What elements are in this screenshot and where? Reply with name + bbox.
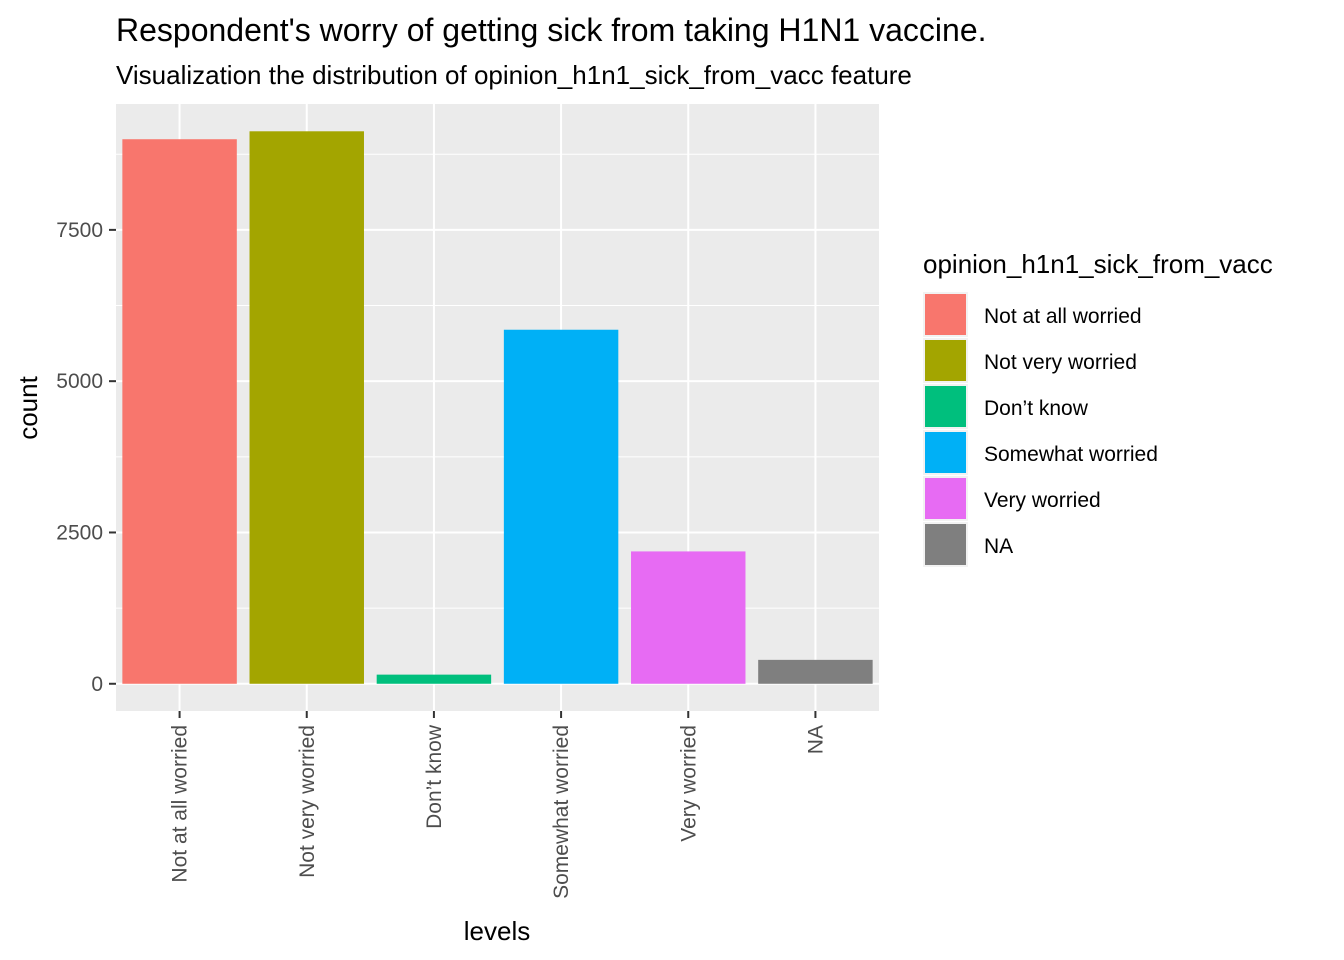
legend-swatch bbox=[925, 294, 966, 335]
y-tick-label: 0 bbox=[91, 673, 103, 696]
bar bbox=[503, 329, 619, 684]
legend-label: Not very worried bbox=[984, 351, 1137, 374]
legend-swatch bbox=[925, 432, 966, 473]
bar bbox=[758, 659, 873, 684]
x-tick-label: Not very worried bbox=[296, 725, 319, 878]
chart-subtitle: Visualization the distribution of opinio… bbox=[116, 60, 912, 90]
x-axis: Not at all worried Not very worried Don’t … bbox=[169, 711, 827, 899]
legend: opinion_h1n1_sick_from_vacc Not at all w… bbox=[923, 249, 1273, 567]
y-axis-title: count bbox=[13, 375, 43, 439]
bar bbox=[122, 139, 237, 684]
x-axis-title: levels bbox=[464, 916, 530, 946]
legend-items: Not at all worried Not very worried Don’t … bbox=[923, 292, 1158, 567]
y-tick-label: 7500 bbox=[56, 219, 103, 242]
chart-title: Respondent's worry of getting sick from … bbox=[116, 12, 987, 48]
legend-label: NA bbox=[984, 535, 1013, 558]
bar bbox=[631, 551, 746, 684]
x-tick-label: NA bbox=[804, 725, 827, 754]
x-tick-label: Don’t know bbox=[423, 724, 446, 829]
legend-swatch bbox=[925, 340, 966, 381]
bar-layer bbox=[122, 131, 873, 684]
legend-title: opinion_h1n1_sick_from_vacc bbox=[923, 249, 1273, 279]
x-tick-label: Not at all worried bbox=[169, 725, 192, 883]
legend-swatch bbox=[925, 524, 966, 565]
x-tick-label: Very worried bbox=[677, 725, 700, 842]
legend-swatch bbox=[925, 386, 966, 427]
legend-label: Don’t know bbox=[984, 397, 1089, 420]
legend-label: Not at all worried bbox=[984, 305, 1142, 328]
legend-swatch bbox=[925, 478, 966, 519]
y-axis: 0 2500 5000 7500 bbox=[56, 219, 116, 696]
x-tick-label: Somewhat worried bbox=[550, 725, 573, 899]
bar bbox=[249, 131, 364, 684]
y-tick-label: 2500 bbox=[56, 521, 103, 544]
legend-label: Somewhat worried bbox=[984, 443, 1158, 466]
legend-label: Very worried bbox=[984, 489, 1101, 512]
y-tick-label: 5000 bbox=[56, 370, 103, 393]
plot-panel bbox=[116, 104, 879, 711]
bar bbox=[376, 674, 492, 684]
